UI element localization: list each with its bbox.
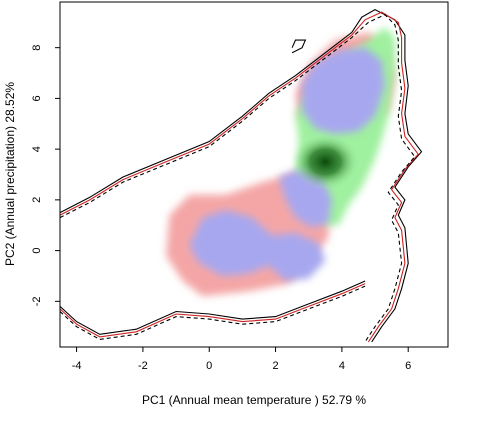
x-tick-label: 2 <box>272 360 278 372</box>
contour-line-3 <box>60 280 366 335</box>
y-axis-label: PC2 (Annual precipitation) 28.52% <box>3 82 17 266</box>
y-tick-label: 0 <box>31 248 43 254</box>
density-regions <box>166 27 395 297</box>
y-tick-label: 8 <box>31 45 43 51</box>
x-tick-label: -4 <box>72 360 82 372</box>
contour-line-0 <box>60 8 423 343</box>
contour-line-4 <box>60 283 366 338</box>
contour-line-2 <box>60 14 416 343</box>
x-tick-label: 6 <box>405 360 411 372</box>
contour-line-1 <box>60 11 419 343</box>
axes: -4 -2 0 2 4 6 -2 0 2 4 6 8 <box>31 45 411 372</box>
x-tick-label: -2 <box>138 360 148 372</box>
density-region-blue-3 <box>302 47 385 134</box>
x-tick-label: 4 <box>339 360 345 372</box>
plot-frame <box>59 1 449 348</box>
x-tick-label: 0 <box>206 360 212 372</box>
y-tick-label: 6 <box>31 95 43 101</box>
density-region-blue-5 <box>189 210 326 281</box>
contour-line-6 <box>291 39 307 54</box>
contour-line-5 <box>60 285 366 340</box>
y-tick-label: -2 <box>31 296 43 306</box>
y-tick-label: 2 <box>31 197 43 203</box>
niche-contours <box>60 8 423 343</box>
y-tick-label: 4 <box>31 146 43 152</box>
x-axis-label: PC1 (Annual mean temperature ) 52.79 % <box>142 393 366 407</box>
density-peak <box>291 133 360 190</box>
